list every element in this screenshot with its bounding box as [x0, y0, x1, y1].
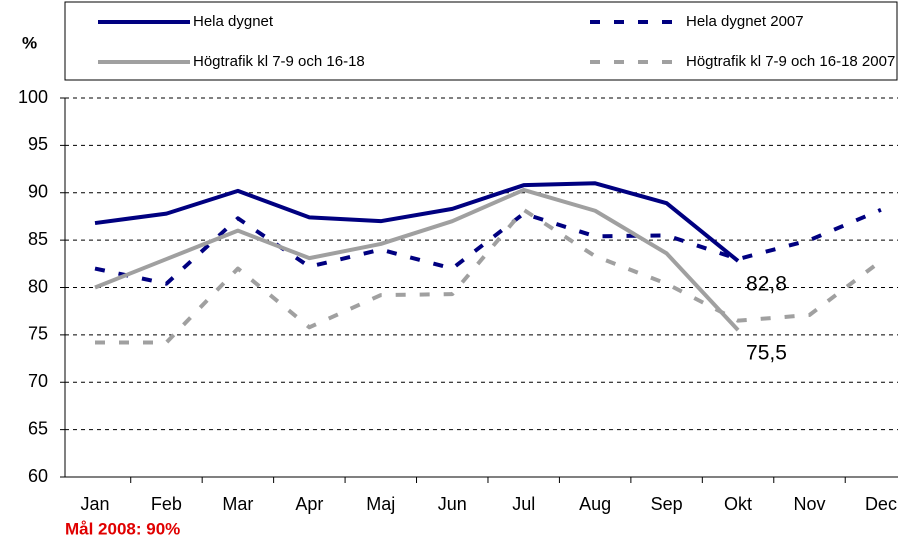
legend-label: Hela dygnet 2007 [686, 13, 804, 30]
y-tick-label: 80 [28, 276, 48, 296]
legend-label: Högtrafik kl 7-9 och 16-18 [193, 53, 365, 70]
x-tick-label: Feb [151, 494, 182, 514]
x-tick-label: Dec [865, 494, 897, 514]
series-line [94, 181, 740, 263]
data-label: 82,8 [746, 273, 787, 296]
legend-label: Hela dygnet [193, 13, 274, 30]
x-tick-label: Jul [512, 494, 535, 514]
y-axis-label: % [22, 33, 37, 52]
x-tick-label: Jan [80, 494, 109, 514]
y-tick-label: 75 [28, 324, 48, 344]
x-tick-label: Nov [793, 494, 825, 514]
y-tick-label: 70 [28, 371, 48, 391]
y-tick-label: 95 [28, 134, 48, 154]
x-tick-label: Okt [724, 494, 752, 514]
x-tick-label: Sep [651, 494, 683, 514]
x-tick-label: Apr [295, 494, 323, 514]
series-line [94, 187, 740, 332]
y-tick-label: 90 [28, 182, 48, 202]
y-tick-label: 60 [28, 466, 48, 486]
legend-box [64, 1, 898, 81]
x-tick-label: Aug [579, 494, 611, 514]
x-tick-label: Mar [222, 494, 253, 514]
y-tick-label: 85 [28, 229, 48, 249]
y-tick-label: 65 [28, 418, 48, 438]
series-line [94, 207, 882, 286]
x-tick-label: Maj [366, 494, 395, 514]
x-tick-label: Jun [438, 494, 467, 514]
legend-label: Högtrafik kl 7-9 och 16-18 2007 [686, 53, 895, 70]
data-label: 75,5 [746, 342, 787, 365]
y-tick-label: 100 [18, 87, 48, 107]
goal-note: Mål 2008: 90% [65, 519, 180, 538]
